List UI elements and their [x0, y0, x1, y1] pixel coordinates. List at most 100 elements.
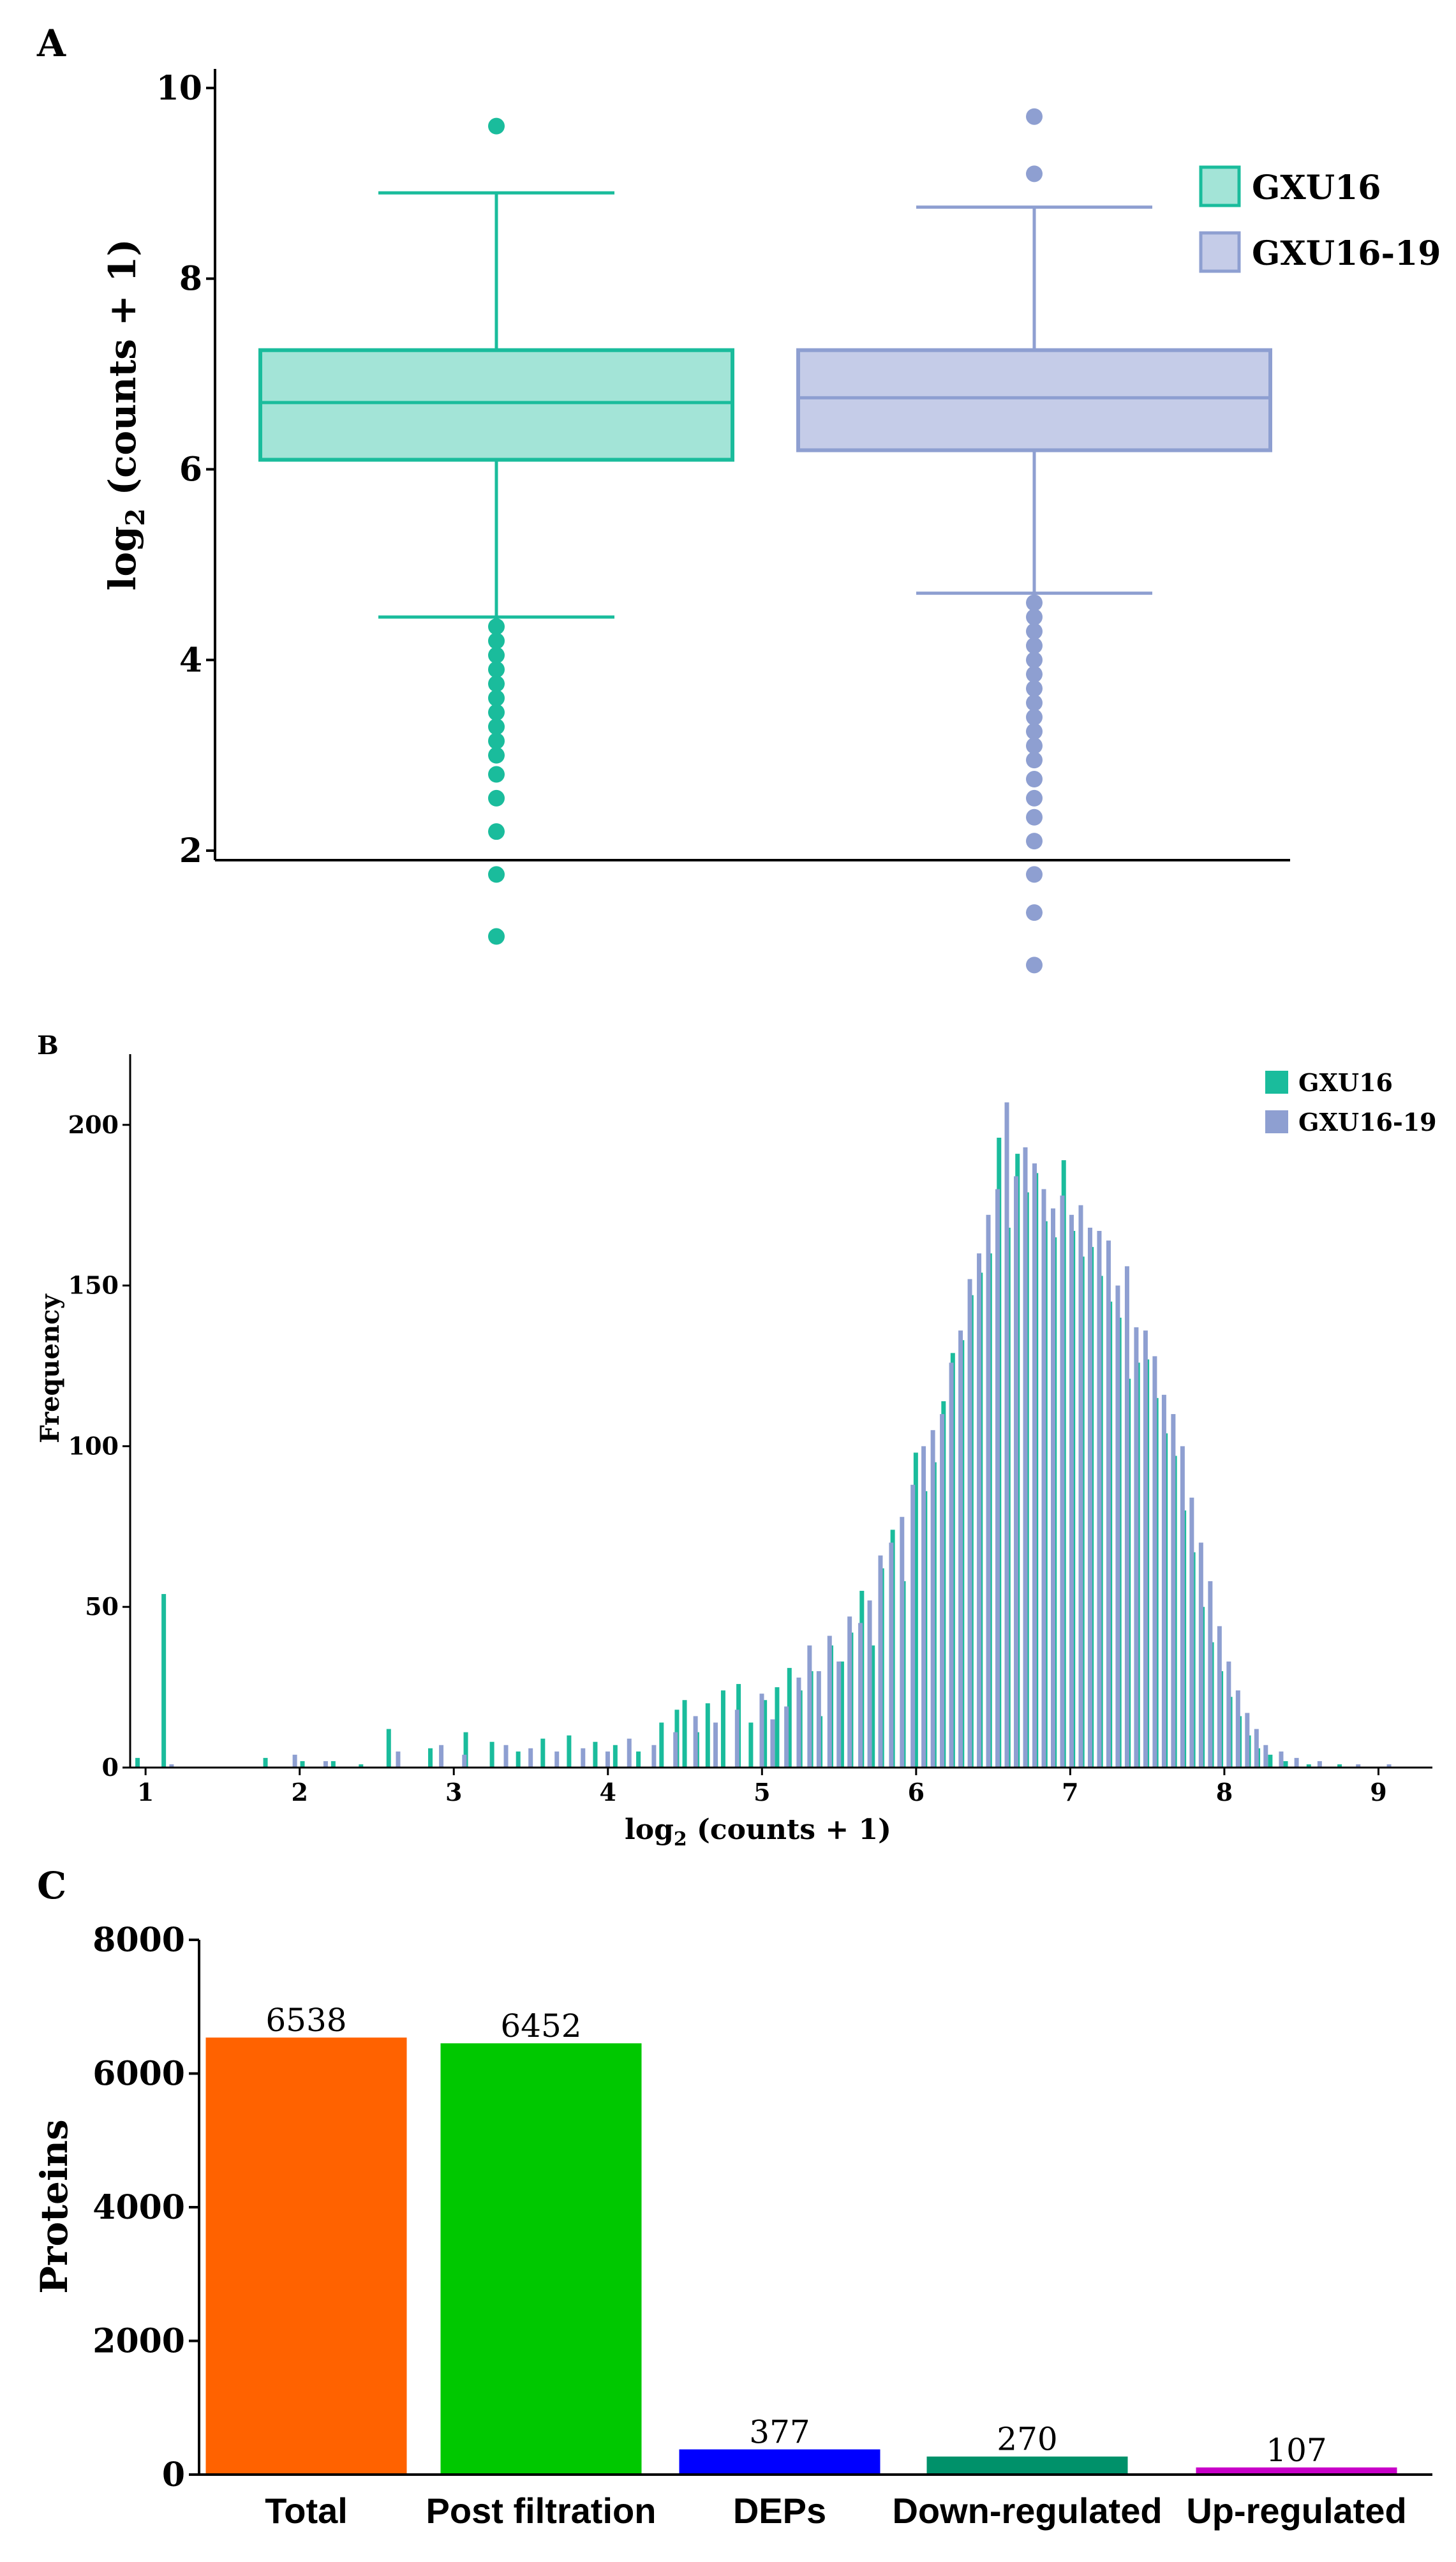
histogram-bar [1050, 1208, 1055, 1768]
histogram-bar [940, 1414, 945, 1768]
panel-b-x-tick-label: 3 [445, 1778, 462, 1806]
histogram-bar [762, 1700, 768, 1768]
histogram-bar [1023, 1147, 1028, 1768]
box-outlier-point [488, 646, 505, 664]
panel-b-x-tick-label: 6 [908, 1778, 925, 1806]
histogram-bar [839, 1661, 844, 1768]
histogram-bar [693, 1716, 698, 1768]
box-outlier-point [1026, 752, 1043, 769]
box-outlier-point [1026, 866, 1043, 883]
histogram-bar [673, 1732, 678, 1768]
histogram-bar [1263, 1745, 1268, 1768]
histogram-bar [1078, 1205, 1083, 1768]
histogram-bar [1014, 1176, 1019, 1768]
histogram-bar [1317, 1761, 1322, 1768]
histogram-bar [503, 1745, 509, 1768]
box-outlier-point [488, 675, 505, 692]
box-outlier-point [1026, 680, 1043, 697]
histogram-bar [1060, 1195, 1065, 1768]
panel-b-y-tick-label: 200 [68, 1110, 119, 1139]
histogram-bar [713, 1722, 718, 1768]
histogram-bar [836, 1661, 842, 1768]
legend-label-b-gxu16: GXU16 [1298, 1068, 1393, 1097]
histogram-bar [1386, 1764, 1392, 1768]
histogram-bar [796, 1677, 801, 1768]
histogram-bar [1069, 1214, 1074, 1768]
panel-a-y-tick-label: 6 [179, 450, 202, 489]
panel-c-barchart: 6538 Total 6452 Post filtration 377 DEPs 270 Do… [33, 1921, 1432, 2531]
box-outlier-point [488, 618, 505, 635]
histogram-bar [682, 1700, 687, 1768]
histogram-bar [323, 1761, 328, 1768]
histogram-bar [1283, 1761, 1288, 1768]
histogram-bar [921, 1446, 926, 1768]
panel-b-y-tick-label: 150 [68, 1271, 119, 1300]
box-outlier-point [1026, 737, 1043, 754]
histogram-bar [1356, 1764, 1361, 1768]
histogram-bar [910, 1484, 916, 1768]
box-outlier-point [1026, 723, 1043, 740]
panel-a-y-tick-label: 2 [179, 831, 202, 870]
histogram-bar [867, 1600, 872, 1768]
panel-label-c: C [37, 1864, 66, 1907]
box-iqr [258, 348, 734, 462]
histogram-bar [528, 1748, 533, 1768]
bar-deps [679, 2449, 880, 2475]
histogram-bar [463, 1732, 468, 1768]
histogram-bar [967, 1279, 972, 1768]
histogram-bar [858, 1623, 863, 1768]
bar-total [205, 2037, 407, 2475]
histogram-bar [1106, 1240, 1111, 1768]
histogram-bar [977, 1253, 982, 1768]
histogram-bar [1143, 1330, 1148, 1768]
box-outlier-point [1026, 904, 1043, 921]
histogram-bar [1152, 1356, 1157, 1768]
histogram-bar [1161, 1394, 1166, 1768]
histogram-bar [263, 1757, 268, 1768]
box-outlier-point [1026, 957, 1043, 974]
bar-up-regulated [1196, 2467, 1397, 2475]
histogram-bar [1032, 1163, 1037, 1768]
histogram-bar [1124, 1266, 1129, 1768]
box-outlier-point [1026, 594, 1043, 611]
panel-b-x-tick-label: 4 [600, 1778, 616, 1806]
histogram-bar [331, 1761, 336, 1768]
legend-label-gxu16: GXU16 [1252, 168, 1381, 207]
histogram-bar [913, 1452, 918, 1768]
box-outlier-point [1026, 623, 1043, 640]
panel-c-y-tick-label: 6000 [93, 2055, 185, 2094]
box-outlier-point [488, 823, 505, 840]
box-outlier-point [1026, 637, 1043, 654]
bar-value-label: 270 [997, 2421, 1057, 2458]
box-outlier-point [1026, 833, 1043, 850]
histogram-bar [1198, 1542, 1203, 1768]
histogram-bar [359, 1764, 364, 1768]
histogram-bar [787, 1667, 792, 1768]
panel-c-y-label: Proteins [33, 2119, 76, 2293]
box-outlier-point [488, 733, 505, 750]
panel-label-b: B [37, 1031, 59, 1061]
legend-label-gxu16-19: GXU16-19 [1252, 234, 1441, 273]
histogram-bar [847, 1616, 852, 1768]
histogram-bar [986, 1214, 991, 1768]
box-outlier-point [488, 928, 505, 945]
panel-a-y-label: log2 (counts + 1) [101, 239, 151, 590]
box-outlier-point [1026, 789, 1043, 807]
histogram-bar [1337, 1764, 1342, 1768]
histogram-bar [516, 1751, 521, 1768]
panel-c-category-label: Post filtration [426, 2491, 657, 2531]
histogram-bar [1180, 1446, 1185, 1768]
panel-b-x-tick-label: 8 [1216, 1778, 1233, 1806]
legend-label-b-gxu16-19: GXU16-19 [1298, 1108, 1437, 1136]
box-outlier-point [488, 866, 505, 883]
histogram-bar [489, 1741, 494, 1768]
panel-c-category-label: DEPs [733, 2491, 826, 2531]
box-outlier-point [488, 747, 505, 764]
histogram-bar [734, 1709, 739, 1768]
box-outlier-point [488, 117, 505, 135]
histogram-bar [605, 1751, 610, 1768]
bar-value-label: 6538 [265, 2002, 346, 2039]
box-outlier-point [488, 789, 505, 807]
box-outlier-point [1026, 165, 1043, 182]
box-outlier-point [488, 632, 505, 650]
